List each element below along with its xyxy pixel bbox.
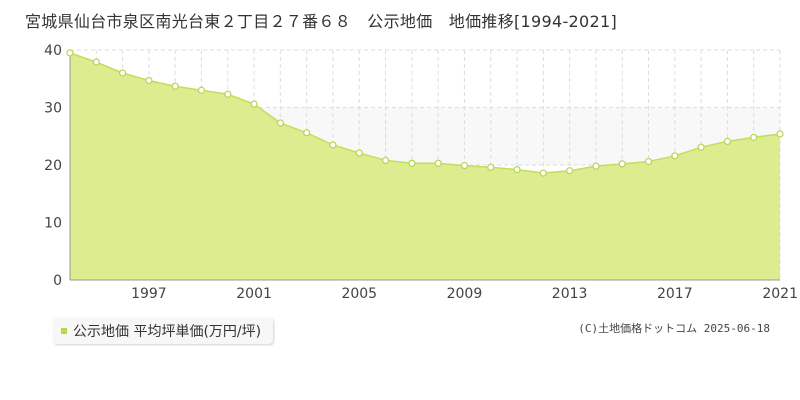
axes bbox=[69, 50, 780, 281]
data-point bbox=[618, 160, 626, 168]
data-point bbox=[539, 169, 547, 177]
area-layer bbox=[69, 52, 781, 280]
data-point bbox=[566, 167, 574, 175]
data-point bbox=[145, 76, 153, 85]
data-point bbox=[197, 86, 206, 94]
x-tick-label: 2005 bbox=[341, 286, 377, 302]
data-point bbox=[303, 129, 311, 137]
data-point bbox=[644, 157, 653, 166]
y-tick-labels: 0 10 20 30 40 bbox=[44, 43, 62, 289]
data-point bbox=[276, 119, 284, 127]
data-point bbox=[408, 159, 416, 167]
data-point bbox=[171, 82, 179, 90]
data-point bbox=[750, 133, 758, 141]
x-tick-label: 2017 bbox=[657, 286, 693, 302]
data-point bbox=[381, 156, 390, 164]
data-point bbox=[355, 149, 363, 157]
x-tick-labels: 1997 2001 2005 2009 2013 2017 2021 bbox=[131, 286, 798, 302]
x-tick-label: 2021 bbox=[762, 286, 798, 302]
data-point bbox=[434, 159, 442, 167]
y-tick-label: 20 bbox=[44, 158, 62, 174]
data-point bbox=[250, 100, 258, 108]
data-point bbox=[723, 137, 732, 146]
y-tick-label: 40 bbox=[44, 43, 62, 59]
data-point bbox=[66, 49, 74, 57]
data-point bbox=[592, 162, 600, 170]
data-point bbox=[329, 141, 337, 149]
y-tick-label: 0 bbox=[53, 273, 62, 289]
data-point bbox=[513, 166, 521, 174]
x-tick-label: 2013 bbox=[552, 286, 588, 302]
chart-title: 宮城県仙台市泉区南光台東２丁目２７番６８ 公示地価 地価推移[1994-2021… bbox=[25, 12, 617, 31]
data-point bbox=[92, 58, 100, 66]
data-points bbox=[66, 49, 784, 177]
data-point bbox=[460, 161, 469, 170]
series-area bbox=[70, 52, 780, 280]
legend-label: 公示地価 平均坪単価(万円/坪) bbox=[73, 324, 262, 340]
copyright-text: (C)土地価格ドットコム 2025-06-18 bbox=[578, 322, 770, 335]
legend-swatch bbox=[61, 328, 67, 334]
data-point bbox=[487, 163, 495, 171]
data-point bbox=[697, 143, 705, 151]
x-tick-label: 2001 bbox=[236, 286, 272, 302]
x-tick-label: 1997 bbox=[131, 286, 167, 302]
x-tick-label: 2009 bbox=[447, 286, 483, 302]
y-tick-label: 30 bbox=[44, 101, 62, 117]
y-tick-label: 10 bbox=[44, 216, 62, 232]
series-line bbox=[69, 52, 781, 174]
data-point bbox=[776, 130, 784, 138]
data-point bbox=[118, 69, 127, 77]
legend: 公示地価 平均坪単価(万円/坪) bbox=[53, 318, 274, 344]
data-point bbox=[671, 152, 679, 160]
data-point bbox=[224, 90, 232, 98]
